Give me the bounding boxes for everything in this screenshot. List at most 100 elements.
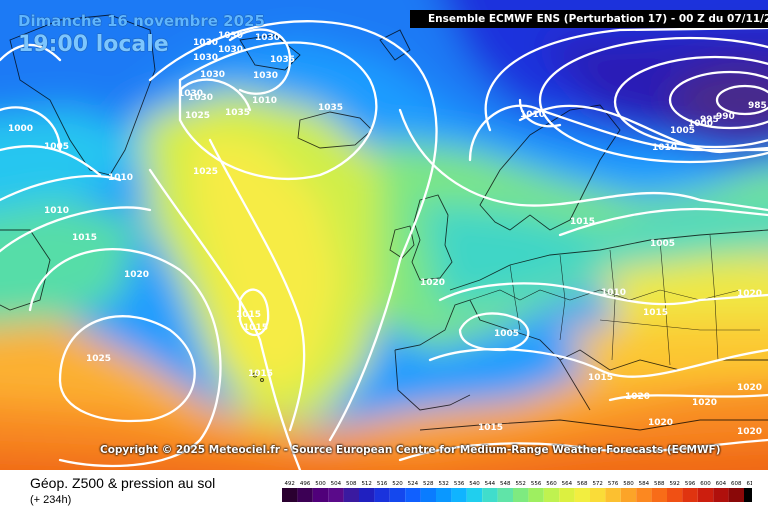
scale-swatch	[359, 488, 375, 502]
isobar-label: 1010	[652, 143, 677, 153]
isobar-label: 1035	[225, 108, 250, 118]
azores-island-2	[260, 378, 264, 382]
isobar-label: 1020	[420, 278, 445, 288]
isobar-label: 1000	[8, 124, 33, 134]
isobar-label: 1005	[44, 142, 69, 152]
isobar-label: 985	[748, 101, 767, 111]
scale-swatch	[713, 488, 729, 502]
scale-swatch	[667, 488, 683, 502]
scale-tick-label: 504	[331, 481, 342, 487]
parameter-title: Géop. Z500 & pression au sol	[30, 475, 216, 491]
scandinavia-outline	[479, 104, 621, 231]
coastlines	[0, 14, 768, 431]
isobar-label: 1010	[601, 288, 626, 298]
svalbard-outline	[379, 29, 411, 61]
scale-tick-label: 572	[592, 481, 603, 487]
lead-time: (+ 234h)	[30, 494, 72, 506]
isobar-label: 1030	[188, 93, 213, 103]
scale-tick-label: 508	[346, 481, 357, 487]
north-coast	[449, 229, 768, 291]
forecast-date: Dimanche 16 novembre 2025	[18, 12, 265, 30]
copyright-text: Copyright © 2025 Meteociel.fr - Source E…	[100, 444, 721, 456]
scale-tick-label: 604	[716, 481, 727, 487]
scale-swatch	[682, 488, 698, 502]
scale-swatch	[497, 488, 513, 502]
scale-swatch	[543, 488, 560, 502]
isobar-label: 1020	[737, 427, 762, 437]
isobar-label: 1005	[494, 329, 519, 339]
scale-tick-label: 544	[485, 481, 496, 487]
geopotential-field	[0, 0, 768, 470]
scale-tick-label: 584	[639, 481, 650, 487]
isobar-label: 1015	[478, 423, 503, 433]
isobar-label: 1030	[193, 38, 218, 48]
isobar-label: 1015	[588, 373, 613, 383]
scale-tick-label: 556	[531, 481, 542, 487]
isobar-label: 1005	[670, 126, 695, 136]
isobar-label: 1035	[318, 103, 343, 113]
isobar-label: 1015	[570, 217, 595, 227]
scale-swatch	[559, 488, 575, 502]
scale-tick-label: 608	[731, 481, 742, 487]
scale-tick-label: 524	[408, 481, 419, 487]
isobars	[0, 20, 768, 470]
scale-tick-label: 600	[700, 481, 711, 487]
great-britain-outline	[411, 194, 453, 281]
isobar-label: 1005	[650, 239, 675, 249]
scale-tick-label: 580	[623, 481, 634, 487]
scale-swatch	[436, 488, 452, 502]
scale-swatch	[312, 488, 329, 502]
model-run-banner: Ensemble ECMWF ENS (Perturbation 17) - 0…	[410, 10, 768, 28]
iberia-outline	[394, 349, 471, 411]
isobar-label: 1010	[520, 110, 545, 120]
isobar-label: 1025	[86, 354, 111, 364]
isobar-label: 1015	[248, 369, 273, 379]
scale-tick-label: 612	[746, 481, 752, 487]
scale-swatch	[636, 488, 652, 502]
weather-map: 1030 1030 1030 1030 1030 1030 1030 1030 …	[0, 0, 768, 470]
isobar-label: 1010	[108, 173, 133, 183]
isobar-label: 1010	[252, 96, 277, 106]
scale-tick-label: 592	[669, 481, 680, 487]
scale-swatch	[482, 488, 498, 502]
scale-tick-label: 564	[562, 481, 573, 487]
scale-tick-label: 520	[392, 481, 403, 487]
scale-swatch	[590, 488, 606, 502]
greenland-outline	[9, 14, 156, 176]
scale-tick-label: 512	[361, 481, 372, 487]
scale-swatch	[651, 488, 667, 502]
scale-tick-label: 492	[284, 481, 295, 487]
scale-swatch	[728, 488, 744, 502]
isobar-labels: 1030 1030 1030 1030 1030 1030 1030 1030 …	[8, 31, 767, 437]
color-scale: 492 496 500 504 508 512 516 520 524 528 532 536 540 5…	[282, 481, 752, 502]
canada-outline	[0, 229, 51, 311]
mediterranean-north-coast	[394, 299, 768, 371]
isobar-label: 1020	[692, 398, 717, 408]
isobar-label: 1030	[218, 31, 243, 41]
scale-tick-label: 528	[423, 481, 434, 487]
map-canvas: 1030 1030 1030 1030 1030 1030 1030 1030 …	[0, 0, 768, 470]
isobar-label: 1015	[243, 323, 268, 333]
ireland-outline	[389, 225, 415, 259]
isobar-label: 1035	[270, 55, 295, 65]
scale-swatch	[328, 488, 344, 502]
scale-tick-label: 540	[469, 481, 480, 487]
scale-swatch	[528, 488, 544, 502]
scale-swatch	[466, 488, 483, 502]
scale-swatch	[343, 488, 359, 502]
scale-swatch	[420, 488, 436, 502]
scale-swatch	[297, 488, 313, 502]
isobar-label: 1010	[44, 206, 69, 216]
scale-tick-label: 496	[300, 481, 311, 487]
isobar-label: 1020	[737, 289, 762, 299]
isobar-label: 1025	[185, 111, 210, 121]
isobar-label: 1020	[625, 392, 650, 402]
scale-tick-label: 536	[454, 481, 465, 487]
isobar-label: 1030	[178, 89, 203, 99]
isobar-label: 995	[700, 115, 719, 125]
isobar-label: 990	[716, 112, 735, 122]
north-africa-coast	[419, 419, 768, 431]
scale-swatch	[405, 488, 421, 502]
isobar-label: 1015	[236, 310, 261, 320]
scale-tick-label: 552	[515, 481, 526, 487]
